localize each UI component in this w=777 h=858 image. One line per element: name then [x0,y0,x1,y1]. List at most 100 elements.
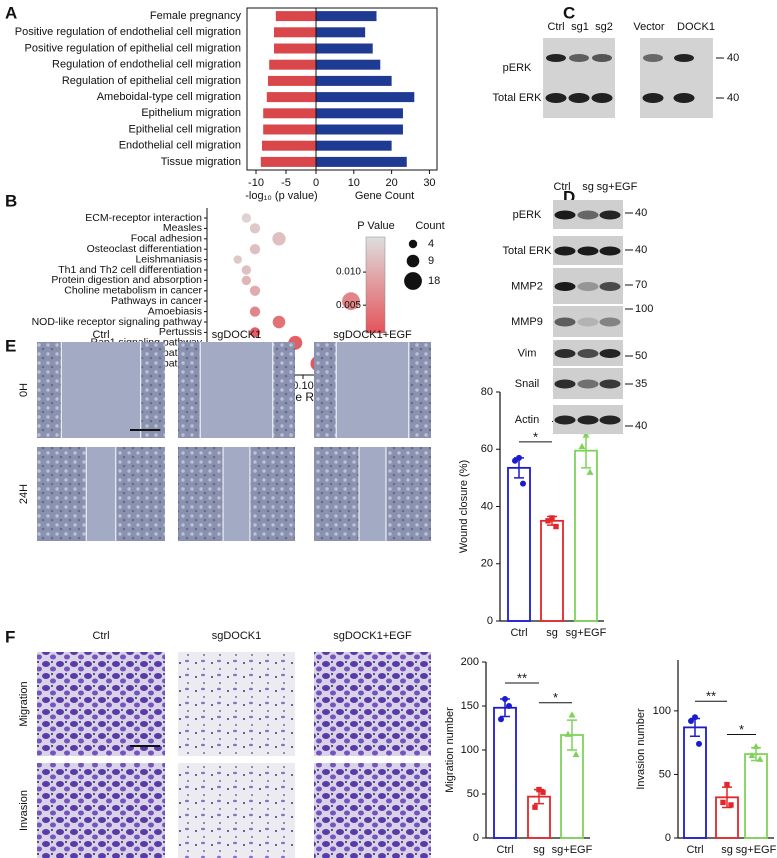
category-label: Osteoclast differentiation [87,243,203,255]
panel-letter: C [563,3,575,22]
data-point [572,750,580,758]
category-label: ECM-receptor interaction [85,212,202,224]
bubble [342,292,360,311]
bar-left [262,140,316,151]
blot-band [599,282,621,291]
data-point [696,740,702,747]
bubble [249,223,261,234]
bar [744,753,768,839]
column-label: sgDOCK1 [212,630,262,642]
size-legend-marker [404,272,422,290]
transwell-image [37,652,165,756]
x-tick-label: 20 [386,177,398,189]
bar-right [316,156,407,167]
row-label: 24H [18,484,30,504]
significance-label: * [739,722,744,737]
y-tick-label: 60 [481,443,493,455]
bubble [241,265,252,275]
blot-band [545,93,567,103]
data-point [549,515,555,521]
row-label: MMP9 [511,316,543,328]
lane-label: sg [582,181,594,193]
x-tick-label: sg+EGF [736,844,777,856]
data-point [724,781,730,788]
data-point [564,730,572,737]
blot-band [554,210,576,220]
data-point [752,742,760,750]
category-label: Tissue migration [161,156,241,168]
row-label: Snail [515,378,539,390]
size-legend-marker [406,254,420,268]
row-label: pERK [513,209,542,221]
data-point [586,468,594,475]
x-axis-label: Gene Count [355,190,414,202]
data-point [520,480,526,487]
data-point [692,714,698,721]
wound-gap [359,447,386,541]
panel-letter: A [5,3,17,22]
bar-right [316,27,366,38]
blot-band [599,349,621,358]
category-label: Epithelium migration [141,107,241,119]
x-tick-label: -10 [248,177,264,189]
marker-label: 50 [635,350,647,362]
marker-label: 100 [635,303,653,315]
panel-letter: F [5,627,15,646]
bubble [241,213,252,223]
data-point [545,518,551,524]
y-axis-label: Invasion number [635,708,647,790]
lane-label: Ctrl [553,181,570,193]
blot-band [577,317,599,327]
category-label: Regulation of endothelial cell migration [52,59,241,71]
row-label: Total ERK [503,245,553,257]
category-label: Protein digestion and absorption [51,274,202,286]
blot-band [643,54,663,62]
y-tick-label: 100 [653,705,671,717]
data-point [498,716,504,723]
blot-band [599,415,621,425]
blot-band [577,349,599,358]
blot-band [599,317,621,327]
marker-label: 40 [635,420,647,432]
colorbar-tick-label: 0.010 [336,267,361,278]
blot-band [577,210,599,220]
transwell-image [314,763,431,858]
x-tick-label: 30 [423,177,435,189]
y-tick-label: 0 [487,615,493,627]
category-label: Pathways in cancer [111,295,203,307]
x-tick-label: -5 [281,177,291,189]
data-point [688,718,694,725]
plot-frame [246,7,438,171]
y-tick-label: 50 [467,788,479,800]
column-label: sgDOCK1+EGF [333,630,412,642]
bar-right [316,43,373,54]
category-label: Ameboidal-type cell migration [97,91,241,103]
data-point [728,802,734,808]
y-tick-label: 100 [461,744,479,756]
bar-right [316,75,392,86]
blot-band [554,415,576,425]
category-label: Female pregnancy [150,10,242,22]
marker-label: 70 [635,279,647,291]
row-label: pERK [503,62,532,74]
wound-gap [86,447,116,541]
lane-label: sg1 [571,21,589,33]
wound-gap [336,342,409,438]
wound-gap [223,447,250,541]
x-tick-label: Ctrl [496,844,513,856]
data-point [568,711,576,718]
x-tick-label: 0 [313,177,319,189]
x-tick-label: sg+EGF [566,627,607,639]
y-tick-label: 0 [473,832,479,844]
category-label: Amoebiasis [148,305,202,317]
bar [493,706,517,839]
bar-right [316,92,415,103]
blot-band [673,93,695,103]
marker-label: 40 [727,92,739,104]
row-label: Actin [515,414,539,426]
bar-left [263,108,316,119]
error-bar [567,719,577,751]
blot-band [554,379,576,389]
size-legend-label: 4 [428,238,434,250]
